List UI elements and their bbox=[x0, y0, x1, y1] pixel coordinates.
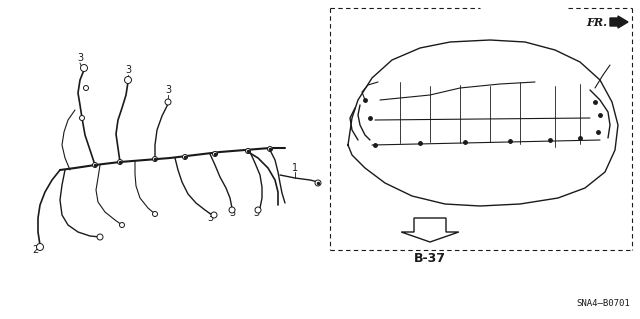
Circle shape bbox=[152, 157, 157, 161]
Text: 2: 2 bbox=[32, 245, 38, 255]
Circle shape bbox=[315, 180, 321, 186]
Circle shape bbox=[165, 99, 171, 105]
Circle shape bbox=[83, 85, 88, 91]
Text: 3: 3 bbox=[207, 213, 213, 223]
Circle shape bbox=[120, 222, 125, 227]
Circle shape bbox=[211, 212, 217, 218]
Circle shape bbox=[79, 115, 84, 121]
Polygon shape bbox=[348, 40, 618, 206]
Text: 3: 3 bbox=[77, 53, 83, 63]
Text: 3: 3 bbox=[125, 65, 131, 75]
Circle shape bbox=[246, 149, 250, 153]
Circle shape bbox=[118, 160, 122, 165]
Circle shape bbox=[97, 234, 103, 240]
Text: 3: 3 bbox=[253, 208, 259, 218]
Text: B-37: B-37 bbox=[414, 252, 446, 265]
Circle shape bbox=[268, 146, 273, 152]
Circle shape bbox=[93, 162, 97, 167]
Text: SNA4–B0701: SNA4–B0701 bbox=[576, 299, 630, 308]
Text: FR.: FR. bbox=[586, 17, 607, 27]
Text: 1: 1 bbox=[292, 163, 298, 173]
Circle shape bbox=[255, 207, 261, 213]
Circle shape bbox=[152, 211, 157, 217]
Text: 3: 3 bbox=[229, 208, 235, 218]
Text: 3: 3 bbox=[165, 85, 171, 95]
FancyArrow shape bbox=[610, 16, 628, 28]
Circle shape bbox=[125, 77, 131, 84]
Circle shape bbox=[212, 152, 218, 157]
Circle shape bbox=[182, 154, 188, 160]
Circle shape bbox=[36, 243, 44, 250]
Polygon shape bbox=[401, 218, 459, 242]
Circle shape bbox=[81, 64, 88, 71]
Circle shape bbox=[229, 207, 235, 213]
